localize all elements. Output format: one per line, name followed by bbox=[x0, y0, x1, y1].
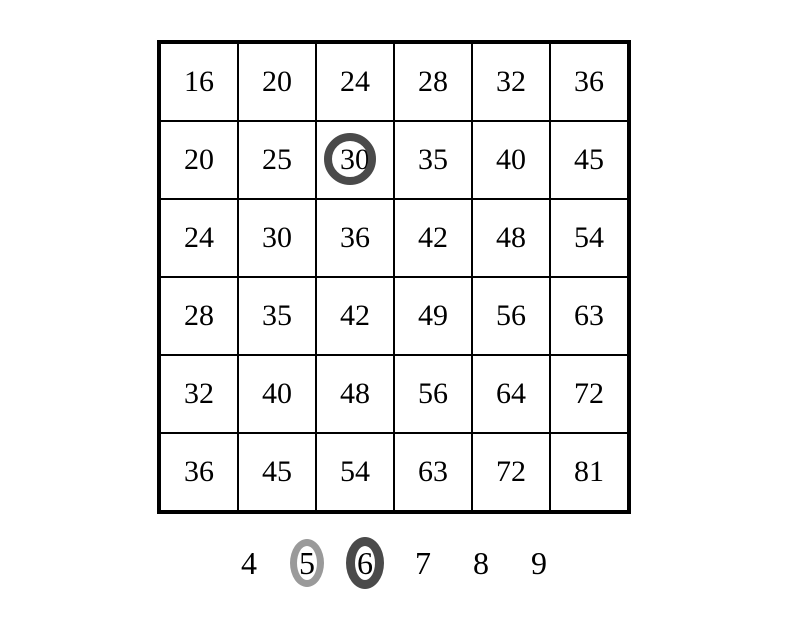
grid-cell: 36 bbox=[160, 433, 238, 511]
grid-cell-value: 20 bbox=[184, 143, 214, 177]
grid-cell: 25 bbox=[238, 121, 316, 199]
grid-cell-value: 56 bbox=[496, 299, 526, 333]
grid-cell: 40 bbox=[472, 121, 550, 199]
grid-cell: 54 bbox=[316, 433, 394, 511]
grid-cell: 30 bbox=[316, 121, 394, 199]
bottom-number-value: 9 bbox=[531, 545, 547, 582]
bottom-number: 8 bbox=[452, 538, 510, 588]
grid-cell-value: 81 bbox=[574, 455, 604, 489]
grid-cell: 49 bbox=[394, 277, 472, 355]
grid-cell-value: 42 bbox=[418, 221, 448, 255]
grid-cell: 81 bbox=[550, 433, 628, 511]
grid-cell: 32 bbox=[472, 43, 550, 121]
grid-cell-value: 30 bbox=[262, 221, 292, 255]
grid-cell-value: 36 bbox=[340, 221, 370, 255]
grid-cell-value: 32 bbox=[184, 377, 214, 411]
bottom-number-value: 7 bbox=[415, 545, 431, 582]
bottom-number-value: 8 bbox=[473, 545, 489, 582]
grid-cell-value: 45 bbox=[574, 143, 604, 177]
grid-cell: 36 bbox=[316, 199, 394, 277]
grid-cell: 72 bbox=[550, 355, 628, 433]
grid-cell-value: 63 bbox=[574, 299, 604, 333]
grid-cell-value: 72 bbox=[574, 377, 604, 411]
grid-cell: 54 bbox=[550, 199, 628, 277]
grid-cell-value: 48 bbox=[340, 377, 370, 411]
grid-cell: 42 bbox=[316, 277, 394, 355]
grid-cell-value: 63 bbox=[418, 455, 448, 489]
grid-cell: 72 bbox=[472, 433, 550, 511]
grid-cell-value: 48 bbox=[496, 221, 526, 255]
grid-cell: 24 bbox=[316, 43, 394, 121]
grid-cell: 63 bbox=[550, 277, 628, 355]
grid-cell: 56 bbox=[472, 277, 550, 355]
bottom-number: 4 bbox=[220, 538, 278, 588]
grid-cell-value: 25 bbox=[262, 143, 292, 177]
grid-cell: 35 bbox=[238, 277, 316, 355]
grid-cell-value: 54 bbox=[340, 455, 370, 489]
grid-cell-value: 42 bbox=[340, 299, 370, 333]
bottom-number-value: 6 bbox=[357, 545, 373, 582]
grid-cell-value: 40 bbox=[496, 143, 526, 177]
grid-cell: 24 bbox=[160, 199, 238, 277]
grid-cell: 28 bbox=[160, 277, 238, 355]
bottom-number: 7 bbox=[394, 538, 452, 588]
grid-cell: 30 bbox=[238, 199, 316, 277]
grid-cell-value: 28 bbox=[418, 65, 448, 99]
figure-container: 1620242832362025303540452430364248542835… bbox=[157, 40, 631, 588]
grid-cell: 63 bbox=[394, 433, 472, 511]
grid-cell: 40 bbox=[238, 355, 316, 433]
grid-cell-value: 24 bbox=[184, 221, 214, 255]
grid-cell: 45 bbox=[550, 121, 628, 199]
grid-cell-value: 32 bbox=[496, 65, 526, 99]
grid-cell: 20 bbox=[160, 121, 238, 199]
grid-cell: 36 bbox=[550, 43, 628, 121]
grid-cell: 35 bbox=[394, 121, 472, 199]
grid-cell: 20 bbox=[238, 43, 316, 121]
bottom-number: 9 bbox=[510, 538, 568, 588]
grid-cell-value: 20 bbox=[262, 65, 292, 99]
bottom-number-row: 4 5 6 7 8 9 bbox=[157, 538, 631, 588]
grid-cell-value: 36 bbox=[184, 455, 214, 489]
grid-cell: 64 bbox=[472, 355, 550, 433]
grid-cell: 16 bbox=[160, 43, 238, 121]
grid-cell-value: 35 bbox=[262, 299, 292, 333]
grid-cell-value: 54 bbox=[574, 221, 604, 255]
grid-cell: 32 bbox=[160, 355, 238, 433]
bottom-number: 5 bbox=[278, 538, 336, 588]
grid-cell-value: 28 bbox=[184, 299, 214, 333]
grid-cell: 48 bbox=[472, 199, 550, 277]
grid-cell-value: 56 bbox=[418, 377, 448, 411]
grid-cell-value: 16 bbox=[184, 65, 214, 99]
bottom-number: 6 bbox=[336, 538, 394, 588]
grid-cell: 28 bbox=[394, 43, 472, 121]
bottom-number-value: 5 bbox=[299, 545, 315, 582]
grid-cell: 48 bbox=[316, 355, 394, 433]
multiplication-grid: 16 20 24 28 32 36 20 25 30 35 40 45 24 30 36 42 48 54 28 35… bbox=[157, 40, 631, 514]
grid-cell: 42 bbox=[394, 199, 472, 277]
grid-cell-value: 72 bbox=[496, 455, 526, 489]
grid-cell-value: 40 bbox=[262, 377, 292, 411]
bottom-number-value: 4 bbox=[241, 545, 257, 582]
grid-cell: 45 bbox=[238, 433, 316, 511]
grid-cell: 56 bbox=[394, 355, 472, 433]
grid-cell-value: 64 bbox=[496, 377, 526, 411]
grid-cell-value: 35 bbox=[418, 143, 448, 177]
grid-cell-value: 24 bbox=[340, 65, 370, 99]
grid-cell-value: 45 bbox=[262, 455, 292, 489]
grid-cell-value: 30 bbox=[340, 143, 370, 177]
grid-cell-value: 49 bbox=[418, 299, 448, 333]
grid-cell-value: 36 bbox=[574, 65, 604, 99]
